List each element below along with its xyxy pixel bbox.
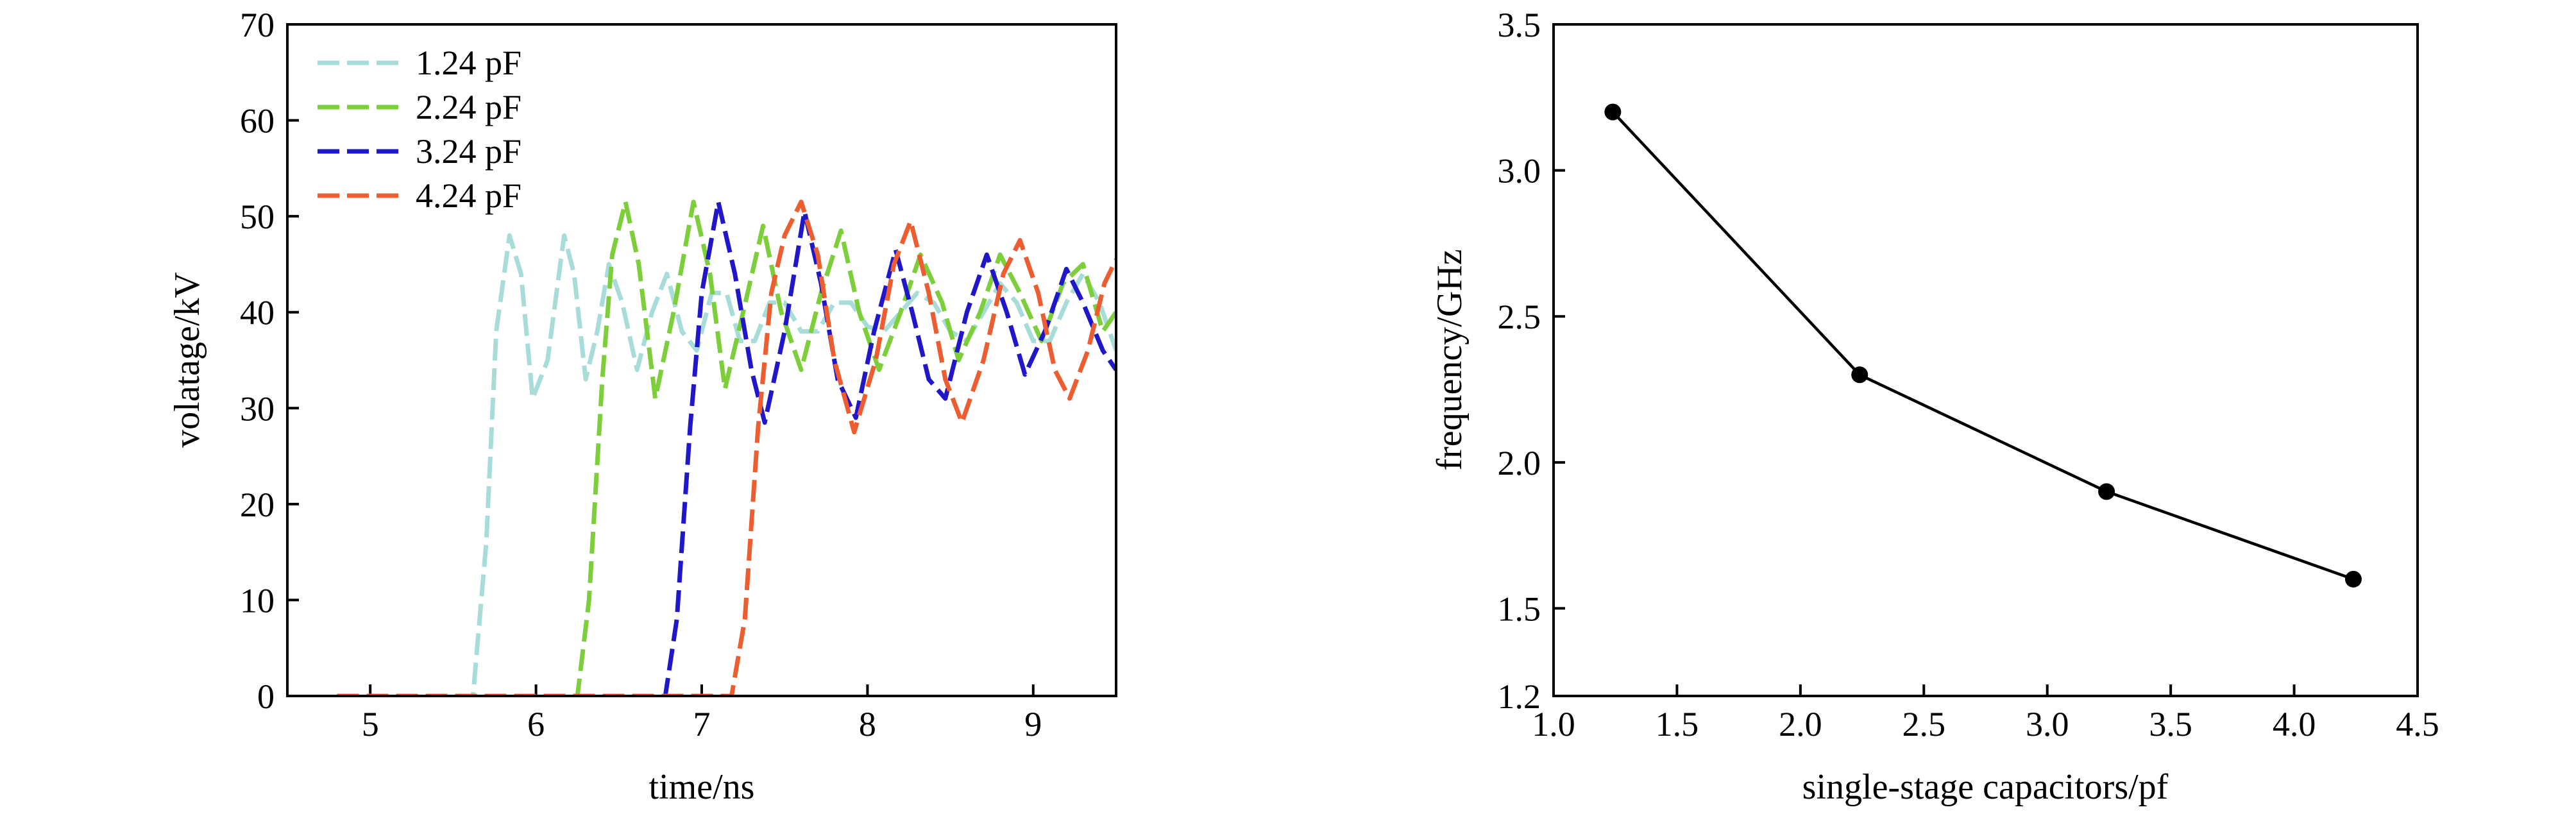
- voltage-chart-frame: [286, 23, 1117, 697]
- voltage-ytick-label: 0: [257, 677, 275, 716]
- legend-label-2-24-pf: 2.24 pF: [416, 88, 521, 126]
- series-line-1-24-pf: [337, 233, 1116, 696]
- frequency-xtick-label: 4.5: [2396, 705, 2439, 743]
- legend-label-3-24-pf: 3.24 pF: [416, 132, 521, 171]
- frequency-ytick-label: 2.5: [1498, 298, 1541, 336]
- frequency-chart: 1.0 1.5 2.0 2.5 3.0 3.5 4.0 4.5 1.2 1.5 2.0 2.5 3.0 3…: [1430, 6, 2439, 807]
- frequency-xtick-label: 1.5: [1656, 705, 1699, 743]
- voltage-ytick-label: 70: [240, 6, 275, 44]
- frequency-xtick-label: 3.5: [2149, 705, 2192, 743]
- frequency-ytick-label: 3.5: [1498, 6, 1541, 44]
- series-line-3-24-pf: [337, 199, 1116, 696]
- frequency-chart-xlabel: single-stage capacitors/pf: [1802, 767, 2169, 807]
- series-line-4-24-pf: [337, 199, 1116, 696]
- voltage-xtick-label: 7: [693, 705, 711, 743]
- frequency-chart-lines: [1604, 103, 2362, 588]
- frequency-chart-ylabel: frequency/GHz: [1430, 249, 1470, 470]
- frequency-data-point: [1851, 366, 1868, 384]
- voltage-xtick-label: 9: [1024, 705, 1042, 743]
- voltage-ytick-label: 60: [240, 102, 275, 140]
- legend-label-4-24-pf: 4.24 pF: [416, 176, 521, 215]
- frequency-chart-frame: [1552, 23, 2419, 697]
- frequency-ytick-label: 2.0: [1498, 444, 1541, 482]
- frequency-xtick-label: 3.0: [2026, 705, 2069, 743]
- voltage-ytick-label: 50: [240, 198, 275, 236]
- voltage-chart-axes: 5 6 7 8 9 0 10 20 30 40 50 60 70: [240, 6, 1042, 743]
- frequency-xtick-label: 1.0: [1532, 705, 1575, 743]
- frequency-ytick-label: 1.2: [1498, 677, 1541, 716]
- series-line-2-24-pf: [337, 199, 1116, 696]
- frequency-chart-axes: 1.0 1.5 2.0 2.5 3.0 3.5 4.0 4.5 1.2 1.5 2.0 2.5 3.0 3…: [1498, 6, 2439, 743]
- frequency-data-point: [2344, 570, 2362, 588]
- voltage-xtick-label: 6: [527, 705, 545, 743]
- frequency-series-line: [1611, 111, 2354, 581]
- voltage-ytick-label: 10: [240, 581, 275, 620]
- frequency-xtick-label: 2.0: [1779, 705, 1822, 743]
- voltage-ytick-label: 30: [240, 389, 275, 428]
- voltage-chart-lines: [337, 199, 1116, 696]
- voltage-ytick-label: 20: [240, 486, 275, 524]
- voltage-xtick-label: 8: [859, 705, 876, 743]
- voltage-chart-ylabel: volatage/kV: [167, 272, 207, 448]
- voltage-chart-legend: 1.24 pF 2.24 pF 3.24 pF 4.24 pF: [318, 44, 521, 215]
- frequency-data-point: [1604, 103, 1622, 121]
- frequency-ytick-label: 3.0: [1498, 152, 1541, 191]
- frequency-xtick-label: 4.0: [2273, 705, 2316, 743]
- frequency-data-point: [2098, 483, 2115, 500]
- voltage-xtick-label: 5: [362, 705, 379, 743]
- voltage-ytick-label: 40: [240, 294, 275, 332]
- frequency-xtick-label: 2.5: [1902, 705, 1946, 743]
- legend-label-1-24-pf: 1.24 pF: [416, 44, 521, 82]
- frequency-ytick-label: 1.5: [1498, 589, 1541, 628]
- voltage-chart: 5 6 7 8 9 0 10 20 30 40 50 60 70 1.24 pF 2.24 pF 3.24 …: [167, 6, 1117, 807]
- voltage-chart-xlabel: time/ns: [649, 767, 755, 807]
